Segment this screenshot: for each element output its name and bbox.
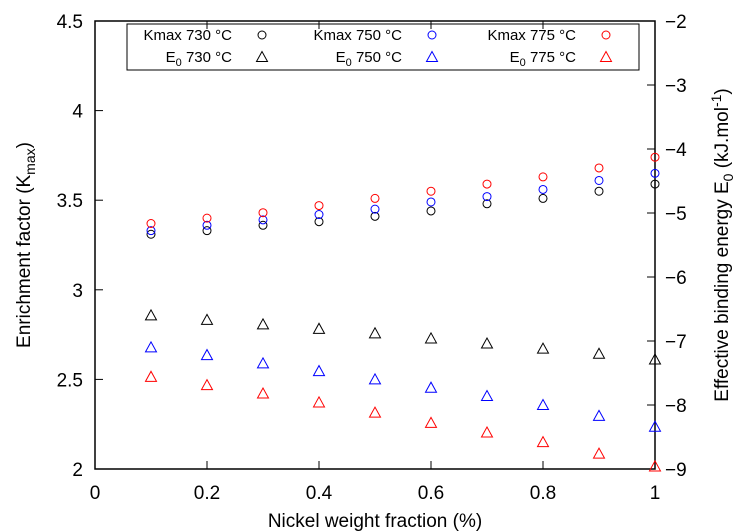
data-point-triangle [146, 342, 157, 352]
data-point-triangle [202, 380, 213, 390]
legend-label: E0 775 °C [510, 49, 577, 69]
ticks: 0 0.2 0.4 0.6 0.8 1 2 2.5 3 3.5 4 4.5 −9 −8 −7 −6 −5 −4 −3… [57, 12, 688, 504]
data-point-triangle [538, 343, 549, 353]
legend-label: Kmax 750 °C [313, 27, 402, 44]
legend-label: E0 750 °C [336, 49, 403, 69]
legend-label: Kmax 775 °C [487, 27, 576, 44]
data-point-circle [539, 194, 547, 202]
data-point-circle [427, 187, 435, 195]
x-tick-label: 0 [90, 483, 101, 504]
data-point-circle [539, 173, 547, 181]
data-point-circle [539, 185, 547, 193]
y-right-tick-label: −2 [665, 12, 687, 33]
data-marks [146, 153, 661, 471]
data-point-circle [371, 194, 379, 202]
data-point-triangle [314, 397, 325, 407]
data-point-triangle [594, 410, 605, 420]
y-left-tick-label: 3 [72, 281, 83, 302]
legend-marker [427, 52, 438, 62]
data-point-triangle [426, 417, 437, 427]
data-point-triangle [426, 382, 437, 392]
y-right-tick-label: −9 [665, 460, 687, 481]
x-tick-label: 1 [650, 483, 661, 504]
y-left-tick-label: 2.5 [57, 370, 83, 391]
y-left-tick-label: 4.5 [57, 12, 83, 33]
y-left-tick-label: 4 [72, 102, 83, 123]
data-point-triangle [594, 448, 605, 458]
legend-marker [602, 31, 610, 39]
x-tick-label: 0.6 [418, 483, 444, 504]
y-right-tick-label: −8 [665, 396, 687, 417]
data-point-triangle [370, 407, 381, 417]
y-axis-right-title: Effective binding energy E0 (kJ.mol-1) [708, 88, 736, 401]
series-1 [147, 169, 659, 234]
data-point-triangle [370, 328, 381, 338]
data-point-triangle [538, 400, 549, 410]
plot-frame [95, 21, 655, 469]
data-point-circle [315, 202, 323, 210]
data-point-circle [595, 187, 603, 195]
data-point-triangle [482, 338, 493, 348]
data-point-circle [483, 180, 491, 188]
data-point-triangle [594, 348, 605, 358]
series-2 [147, 153, 659, 227]
data-point-triangle [538, 437, 549, 447]
legend-marker [257, 52, 268, 62]
x-tick-label: 0.4 [306, 483, 333, 504]
data-point-circle [595, 164, 603, 172]
y-right-tick-label: −3 [665, 76, 687, 97]
legend-label: E0 730 °C [166, 49, 233, 69]
data-point-triangle [482, 391, 493, 401]
legend-marker [258, 31, 266, 39]
y-right-tick-label: −5 [665, 204, 687, 225]
series-0 [147, 180, 659, 238]
data-point-triangle [314, 323, 325, 333]
data-point-triangle [146, 310, 157, 320]
series-3 [146, 310, 661, 364]
y-right-tick-label: −6 [665, 268, 687, 289]
data-point-triangle [482, 427, 493, 437]
y-axis-left-title: Enrichment factor (Kmax) [14, 142, 38, 348]
x-axis-title: Nickel weight fraction (%) [268, 511, 482, 531]
series-4 [146, 342, 661, 431]
series-5 [146, 371, 661, 471]
data-point-triangle [370, 374, 381, 384]
legend-marker [601, 52, 612, 62]
data-point-triangle [146, 371, 157, 381]
data-point-triangle [202, 350, 213, 360]
data-point-triangle [258, 358, 269, 368]
y-right-tick-label: −4 [665, 140, 687, 161]
data-point-triangle [314, 366, 325, 376]
data-point-triangle [202, 314, 213, 324]
y-left-tick-label: 3.5 [57, 191, 83, 212]
data-point-circle [595, 176, 603, 184]
y-right-tick-label: −7 [665, 332, 687, 353]
legend-label: Kmax 730 °C [143, 27, 232, 44]
legend: Kmax 730 °C Kmax 750 °C Kmax 775 °C E0 730 … [127, 24, 639, 70]
data-point-triangle [426, 333, 437, 343]
legend-marker [428, 31, 436, 39]
x-tick-label: 0.8 [530, 483, 556, 504]
y-left-tick-label: 2 [72, 460, 83, 481]
data-point-circle [427, 198, 435, 206]
data-point-triangle [258, 319, 269, 329]
x-tick-label: 0.2 [194, 483, 220, 504]
data-point-circle [427, 207, 435, 215]
data-point-triangle [258, 388, 269, 398]
